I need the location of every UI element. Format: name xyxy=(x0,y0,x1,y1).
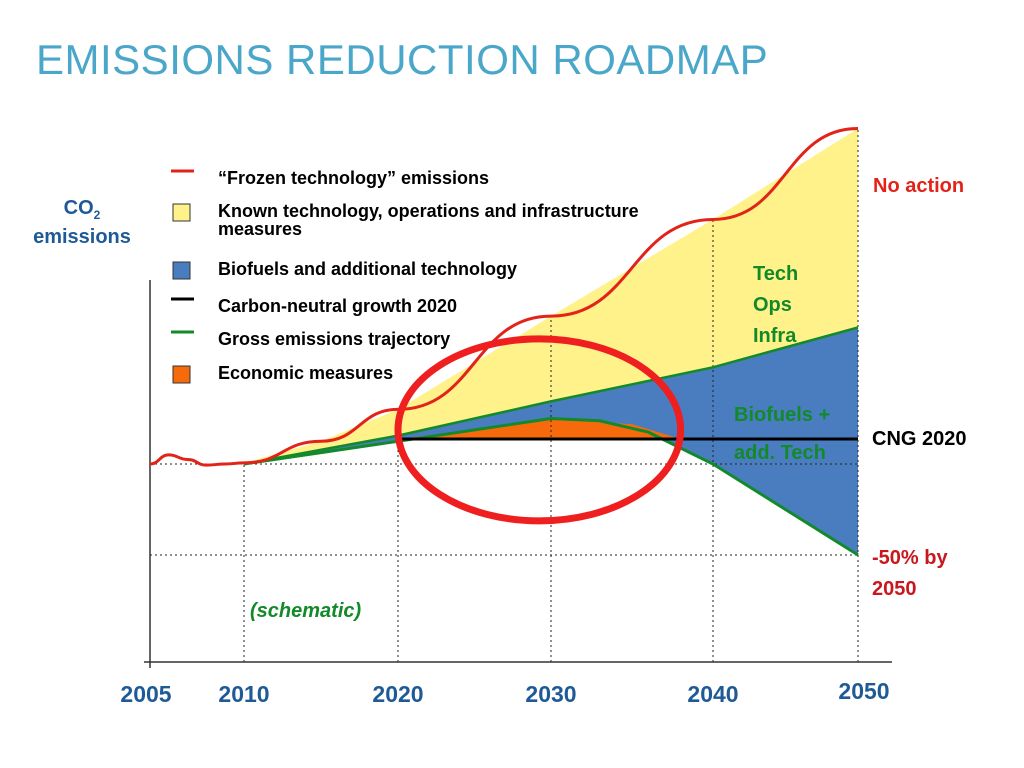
x-tick-label-2040: 2040 xyxy=(687,681,738,707)
no-action-label: No action xyxy=(873,175,964,197)
x-tick-label-2030: 2030 xyxy=(525,681,576,707)
legend-swatch-box xyxy=(172,261,191,280)
cng-2020-label: CNG 2020 xyxy=(872,428,967,450)
legend-swatch-box xyxy=(172,365,191,384)
legend-label: Carbon-neutral growth 2020 xyxy=(218,296,457,316)
legend-label: Known technology, operations and infrast… xyxy=(218,201,639,239)
legend-label: Biofuels and additional technology xyxy=(218,259,517,279)
minus-50-label: -50% by xyxy=(872,547,948,569)
gross-emissions-line xyxy=(243,416,859,557)
no-action-line xyxy=(149,126,859,467)
legend-item: Gross emissions trajectory xyxy=(171,329,450,349)
legend-label: “Frozen technology” emissions xyxy=(218,168,489,188)
legend-label: Gross emissions trajectory xyxy=(218,329,450,349)
known-measures-line xyxy=(243,326,859,466)
tech-ops-infra-label: Ops xyxy=(753,294,792,316)
page-title: EMISSIONS REDUCTION ROADMAP xyxy=(36,36,769,83)
legend-swatch-box xyxy=(172,203,191,222)
schematic-label: (schematic) xyxy=(250,600,361,622)
y-axis-label-line2: emissions xyxy=(33,226,131,248)
biofuels-label: Biofuels + xyxy=(734,404,830,426)
x-tick-label-2020: 2020 xyxy=(372,681,423,707)
biofuels-area xyxy=(244,327,858,555)
tech-ops-infra-label: Infra xyxy=(753,325,797,347)
highlight-ellipse xyxy=(394,335,685,525)
legend-item: “Frozen technology” emissions xyxy=(171,168,489,188)
x-tick-label-2050: 2050 xyxy=(838,678,889,704)
y-axis-label: CO2 xyxy=(64,197,101,222)
tech-ops-infra-label: Tech xyxy=(753,263,798,285)
legend-item: Biofuels and additional technology xyxy=(172,259,517,280)
minus-50-label: 2050 xyxy=(872,578,917,600)
legend-item: Known technology, operations and infrast… xyxy=(172,201,639,239)
legend-item: Economic measures xyxy=(172,363,393,384)
biofuels-label: add. Tech xyxy=(734,442,826,464)
x-tick-label-2005: 2005 xyxy=(120,681,171,707)
x-tick-label-2010: 2010 xyxy=(218,681,269,707)
legend-item: Carbon-neutral growth 2020 xyxy=(171,296,457,316)
legend-label: Economic measures xyxy=(218,363,393,383)
